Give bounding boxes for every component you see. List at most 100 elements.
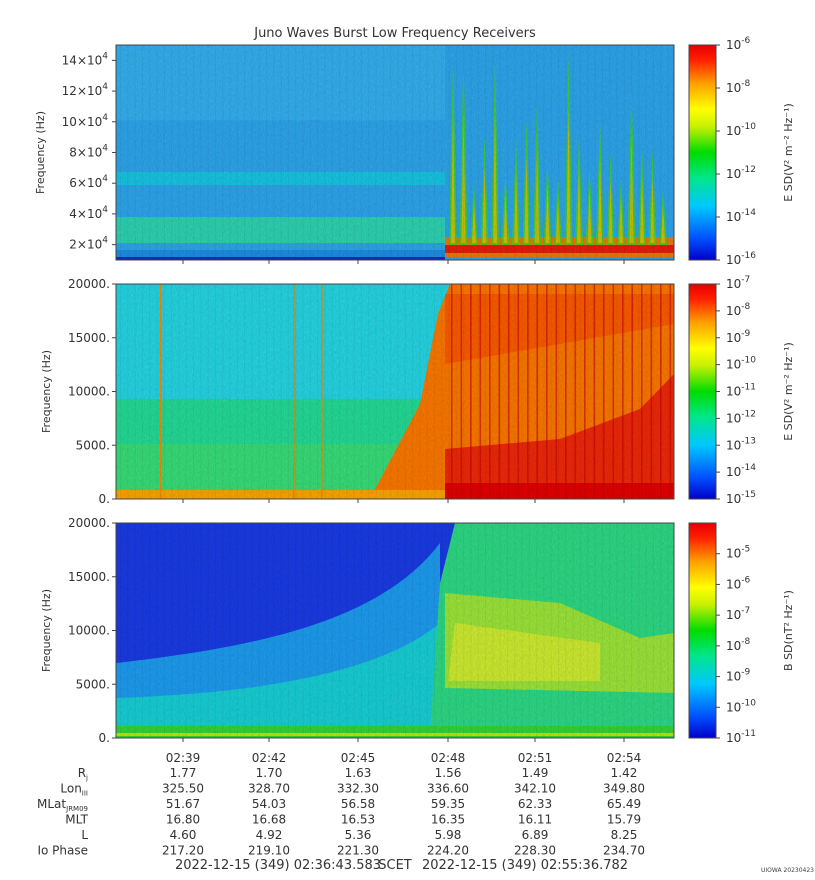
- y-tick-exponent: 4: [102, 113, 108, 123]
- ephemeris-value: 8.25: [611, 828, 638, 842]
- colorbar-gradient: [688, 522, 717, 739]
- ephemeris-value: 219.10: [248, 844, 290, 858]
- y-tick-label: 15000.: [68, 570, 110, 584]
- y-tick-label: 5000.: [76, 677, 110, 691]
- y-tick-exponent: 4: [102, 205, 108, 215]
- y-tick-exponent: 4: [102, 82, 108, 92]
- colorbar-tick-exponent: -5: [741, 545, 750, 555]
- ephemeris-row-label: Io Phase: [37, 844, 88, 858]
- colorbar-tick-label: 10-8: [726, 637, 751, 653]
- ephemeris-value: 54.03: [252, 797, 286, 811]
- noise-overlay: [116, 45, 674, 260]
- y-axis-label: Frequency (Hz): [40, 350, 53, 433]
- colorbar-label: E SD(V² m⁻² Hz⁻¹): [782, 342, 795, 441]
- colorbar-tick-exponent: -15: [741, 490, 756, 500]
- ephemeris-value: 328.70: [248, 782, 290, 796]
- colorbar-tick-label: 10-15: [726, 490, 756, 506]
- colorbar-tick-label: 10-11: [726, 383, 756, 399]
- ephemeris-value: 16.35: [431, 813, 465, 827]
- colorbar-tick-exponent: -6: [741, 36, 750, 46]
- ephemeris-value: 65.49: [607, 797, 641, 811]
- noise-overlay: [116, 284, 674, 499]
- colorbar-tick-exponent: -7: [741, 606, 750, 616]
- colorbar-2: 10-7 10-8 10-9 10-10 10-11 10-12 10-13 10-14 10-…: [688, 275, 795, 506]
- colorbar-tick-label: 10-12: [726, 409, 756, 425]
- noise-overlay: [116, 523, 674, 738]
- colorbar-tick-exponent: -8: [741, 302, 750, 312]
- ephemeris-value: 16.68: [252, 813, 286, 827]
- colorbar-tick-label: 10-12: [726, 165, 756, 181]
- y-tick-label: 10×104: [62, 113, 109, 129]
- spectrogram-panel-3: 0. 5000. 10000. 15000. 20000. Frequency (Hz) 1…: [40, 516, 795, 745]
- time-tick-label: 02:39: [166, 751, 201, 765]
- y-tick-exponent: 4: [102, 51, 108, 61]
- ephemeris-value: 1.63: [345, 766, 372, 780]
- colorbar-tick-exponent: -8: [741, 79, 750, 89]
- ephemeris-value: 349.80: [603, 782, 645, 796]
- spectrogram-panel-2: 0. 5000. 10000. 15000. 20000. Frequency (Hz) 1…: [40, 275, 795, 506]
- ephemeris-row-label: MLT: [65, 813, 88, 827]
- ephemeris-value: 228.30: [514, 844, 556, 858]
- y-tick-label: 0.: [99, 731, 110, 745]
- ephemeris-row-label: MLatJRM09: [37, 797, 88, 813]
- time-tick-label: 02:45: [341, 751, 376, 765]
- spectrogram-image-1: [116, 45, 674, 260]
- colorbar-tick-label: 10-7: [726, 275, 750, 291]
- ephemeris-value: 1.49: [522, 766, 549, 780]
- colorbar-tick-label: 10-11: [726, 729, 756, 745]
- colorbar-tick-exponent: -8: [741, 637, 750, 647]
- colorbar-tick-label: 10-5: [726, 545, 750, 561]
- y-tick-exponent: 4: [102, 236, 108, 246]
- ephemeris-value: 4.60: [170, 828, 197, 842]
- ephemeris-row-label: L: [81, 828, 88, 842]
- y-tick-label: 12×104: [62, 82, 109, 98]
- ephemeris-value: 342.10: [514, 782, 556, 796]
- ephemeris-row-label: Rj: [78, 766, 88, 782]
- colorbar-tick-exponent: -9: [741, 329, 750, 339]
- spectrogram-image-3: [116, 523, 674, 738]
- colorbar-tick-exponent: -11: [741, 383, 756, 393]
- ephemeris-value: 56.58: [341, 797, 375, 811]
- y-tick-label: 20000.: [68, 516, 110, 530]
- colorbar-tick-exponent: -10: [741, 356, 756, 366]
- y-axis-1: 2×104 4×104 6×104 8×104 10×104 12×104 14×104: [62, 51, 625, 264]
- ephemeris-value: 1.70: [256, 766, 283, 780]
- time-tick-label: 02:42: [252, 751, 287, 765]
- colorbar-tick-label: 10-9: [726, 329, 751, 345]
- ephemeris-value: 336.60: [427, 782, 469, 796]
- ephemeris-value: 221.30: [337, 844, 379, 858]
- colorbar-3: 10-5 10-6 10-7 10-8 10-9 10-10 10-11 B SD(nT² H…: [688, 522, 795, 745]
- footer-end: 2022-12-15 (349) 02:55:36.782: [422, 858, 628, 873]
- spectrogram-image-2: [116, 284, 674, 499]
- colorbar-tick-label: 10-10: [726, 698, 756, 714]
- ephemeris-value: 217.20: [162, 844, 204, 858]
- colorbar-tick-label: 10-10: [726, 356, 756, 372]
- ephemeris-value: 59.35: [431, 797, 465, 811]
- ephemeris-value: 5.36: [345, 828, 372, 842]
- ephemeris-value: 51.67: [166, 797, 200, 811]
- y-tick-label: 14×104: [62, 51, 109, 67]
- ephemeris-value: 1.56: [435, 766, 462, 780]
- colorbar-tick-exponent: -14: [741, 463, 756, 473]
- colorbar-tick-exponent: -6: [741, 575, 750, 585]
- ephemeris-row-subscript: j: [85, 774, 88, 782]
- footer-start: 2022-12-15 (349) 02:36:43.583: [175, 858, 381, 873]
- colorbar-tick-exponent: -9: [741, 668, 750, 678]
- colorbar-1: 10-6 10-8 10-10 10-12 10-14 10-16 E SD(V² m⁻² …: [688, 36, 795, 267]
- y-tick-label: 4×104: [69, 205, 108, 221]
- colorbar-tick-label: 10-6: [726, 36, 751, 52]
- colorbar-label: E SD(V² m⁻² Hz⁻¹): [782, 103, 795, 202]
- ephemeris-value: 1.77: [170, 766, 197, 780]
- footer-scet: SCET: [378, 858, 412, 873]
- y-axis-2: 0. 5000. 10000. 15000. 20000.: [68, 277, 625, 506]
- y-axis-3: 0. 5000. 10000. 15000. 20000.: [68, 516, 625, 745]
- colorbar-tick-exponent: -14: [741, 208, 756, 218]
- y-tick-label: 15000.: [68, 331, 110, 345]
- ephemeris-value: 234.70: [603, 844, 645, 858]
- ephemeris-value: 1.42: [611, 766, 638, 780]
- y-axis-label: Frequency (Hz): [40, 589, 53, 672]
- ephemeris-row-subscript: JRM09: [65, 805, 88, 813]
- ephemeris-value: 224.20: [427, 844, 469, 858]
- colorbar-tick-label: 10-9: [726, 668, 751, 684]
- colorbar-tick-label: 10-10: [726, 122, 756, 138]
